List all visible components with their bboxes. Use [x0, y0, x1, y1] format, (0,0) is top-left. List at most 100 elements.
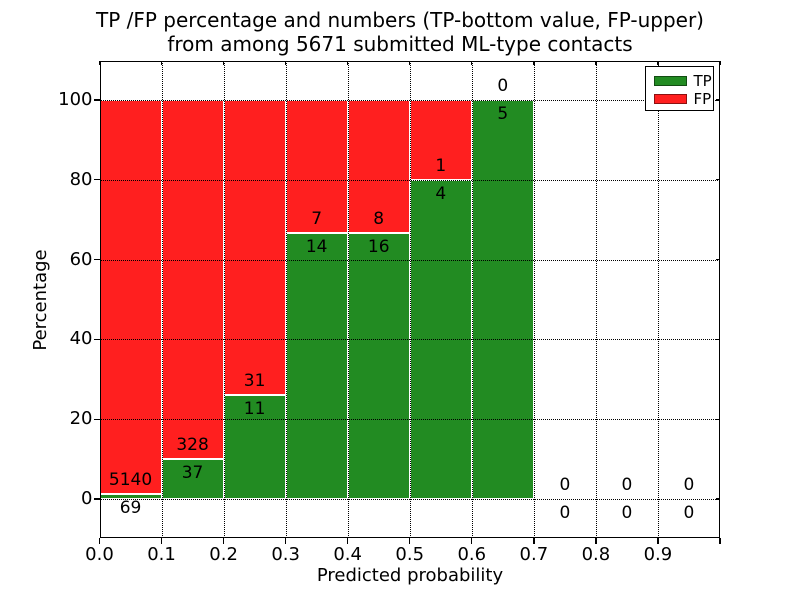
y-tick-mark-right — [716, 99, 720, 101]
x-tick-label: 0.1 — [147, 544, 176, 565]
gridline-vertical — [223, 60, 225, 538]
legend: TP FP — [644, 65, 714, 111]
bar-label-fp: 0 — [621, 475, 633, 495]
bar-label-fp: 1 — [435, 155, 447, 176]
x-tick-mark — [160, 537, 163, 544]
gridline-vertical — [595, 60, 597, 538]
y-tick-mark — [93, 418, 100, 420]
x-tick-label: 0.0 — [85, 544, 114, 565]
bar-label-fp: 0 — [683, 475, 695, 495]
y-tick-mark-right — [716, 338, 720, 341]
x-tick-mark — [595, 537, 597, 544]
bar-segment-tp — [161, 458, 224, 499]
bar-segment-fp — [161, 100, 224, 459]
x-tick-mark — [657, 537, 659, 544]
bar-label-fp: 328 — [176, 434, 209, 455]
plot-area: TP FP 5140 69 328 37 31 11 7 14 8 16 1 4 0 5 0 0 0 0 0 0 — [93, 60, 721, 544]
y-tick-mark-right — [716, 498, 720, 500]
bar-label-tp: 5 — [497, 104, 509, 124]
x-tick-mark — [347, 537, 349, 544]
y-tick-label: 80 — [69, 168, 93, 190]
x-tick-mark — [719, 537, 721, 544]
x-tick-mark — [223, 537, 225, 544]
x-tick-mark-top — [595, 60, 597, 65]
x-tick-label: 0.8 — [581, 544, 611, 565]
x-tick-label: 0.3 — [271, 544, 300, 565]
x-tick-label: 0.4 — [333, 544, 362, 565]
x-tick-mark — [285, 537, 287, 544]
bar-label-fp: 7 — [311, 209, 323, 229]
x-tick-mark-top — [160, 60, 163, 65]
y-tick-label: 40 — [69, 328, 93, 350]
bar-label-tp: 0 — [683, 503, 695, 523]
y-tick-mark — [93, 498, 100, 500]
x-tick-mark-top — [533, 60, 535, 65]
y-tick-label: 0 — [81, 488, 93, 509]
y-tick-mark-right — [716, 418, 720, 420]
bar-label-fp: 8 — [373, 209, 385, 229]
x-tick-mark-top — [285, 60, 287, 65]
bar-segment-tp — [223, 394, 286, 499]
bar-segment-fp — [285, 100, 348, 233]
x-tick-mark-top — [98, 60, 101, 65]
chart-title-line1: TP /FP percentage and numbers (TP-bottom… — [96, 8, 704, 32]
y-tick-label: 100 — [58, 89, 93, 110]
x-tick-mark — [409, 537, 411, 544]
bar-label-tp: 69 — [119, 497, 142, 518]
y-tick-mark — [93, 179, 100, 181]
gridline-vertical — [657, 60, 659, 538]
y-tick-mark-right — [716, 259, 720, 261]
bar-segment-fp — [99, 100, 162, 494]
legend-item-fp: FP — [653, 89, 713, 108]
x-tick-mark — [98, 537, 101, 544]
legend-item-tp: TP — [653, 71, 713, 90]
y-tick-mark — [93, 99, 100, 101]
x-tick-mark-top — [409, 60, 411, 65]
bar-label-tp: 37 — [181, 462, 204, 483]
bar-label-tp: 0 — [559, 503, 571, 523]
bar-label-tp: 4 — [435, 183, 447, 204]
chart-title-line2: from among 5671 submitted ML-type contac… — [167, 32, 633, 56]
legend-swatch-fp — [653, 93, 687, 104]
x-tick-mark-top — [347, 60, 349, 65]
x-tick-label: 0.7 — [519, 544, 549, 565]
bar-label-tp: 14 — [305, 237, 328, 257]
gridline-vertical — [161, 60, 163, 538]
bar-label-fp: 0 — [559, 475, 571, 495]
x-tick-label: 0.9 — [643, 544, 673, 565]
chart-title: TP /FP percentage and numbers (TP-bottom… — [10, 8, 790, 56]
bar-label-tp: 0 — [621, 503, 633, 523]
bar-segment-tp — [347, 233, 410, 499]
y-tick-mark — [93, 259, 100, 261]
bar-segment-tp — [471, 100, 534, 499]
y-tick-mark-right — [716, 179, 720, 181]
y-tick-label: 60 — [69, 248, 93, 270]
x-tick-mark — [533, 537, 535, 544]
gridline-vertical — [471, 60, 473, 538]
bar-label-tp: 11 — [243, 398, 266, 419]
y-axis-label: Percentage — [30, 249, 51, 351]
x-tick-mark — [471, 537, 473, 544]
bar-label-fp: 31 — [243, 370, 266, 391]
gridline-vertical — [409, 60, 411, 538]
x-tick-mark-top — [657, 60, 659, 65]
x-axis-label: Predicted probability — [316, 565, 504, 586]
x-tick-mark-top — [223, 60, 225, 65]
gridline-vertical — [533, 60, 535, 538]
gridline-vertical — [285, 60, 287, 538]
x-tick-mark-top — [719, 60, 721, 65]
legend-label-tp: TP — [693, 71, 712, 90]
bar-segment-tp — [285, 233, 348, 499]
x-tick-mark-top — [471, 60, 473, 65]
gridline-vertical — [347, 60, 349, 538]
x-tick-label: 0.5 — [395, 544, 425, 565]
bar-label-tp: 16 — [367, 237, 390, 257]
x-tick-label: 0.6 — [457, 544, 487, 565]
bar-label-fp: 5140 — [108, 469, 153, 490]
bar-label-fp: 0 — [497, 76, 509, 96]
y-tick-label: 20 — [69, 408, 93, 430]
legend-swatch-tp — [653, 75, 687, 86]
legend-label-fp: FP — [693, 89, 712, 108]
x-tick-label: 0.2 — [209, 544, 238, 565]
